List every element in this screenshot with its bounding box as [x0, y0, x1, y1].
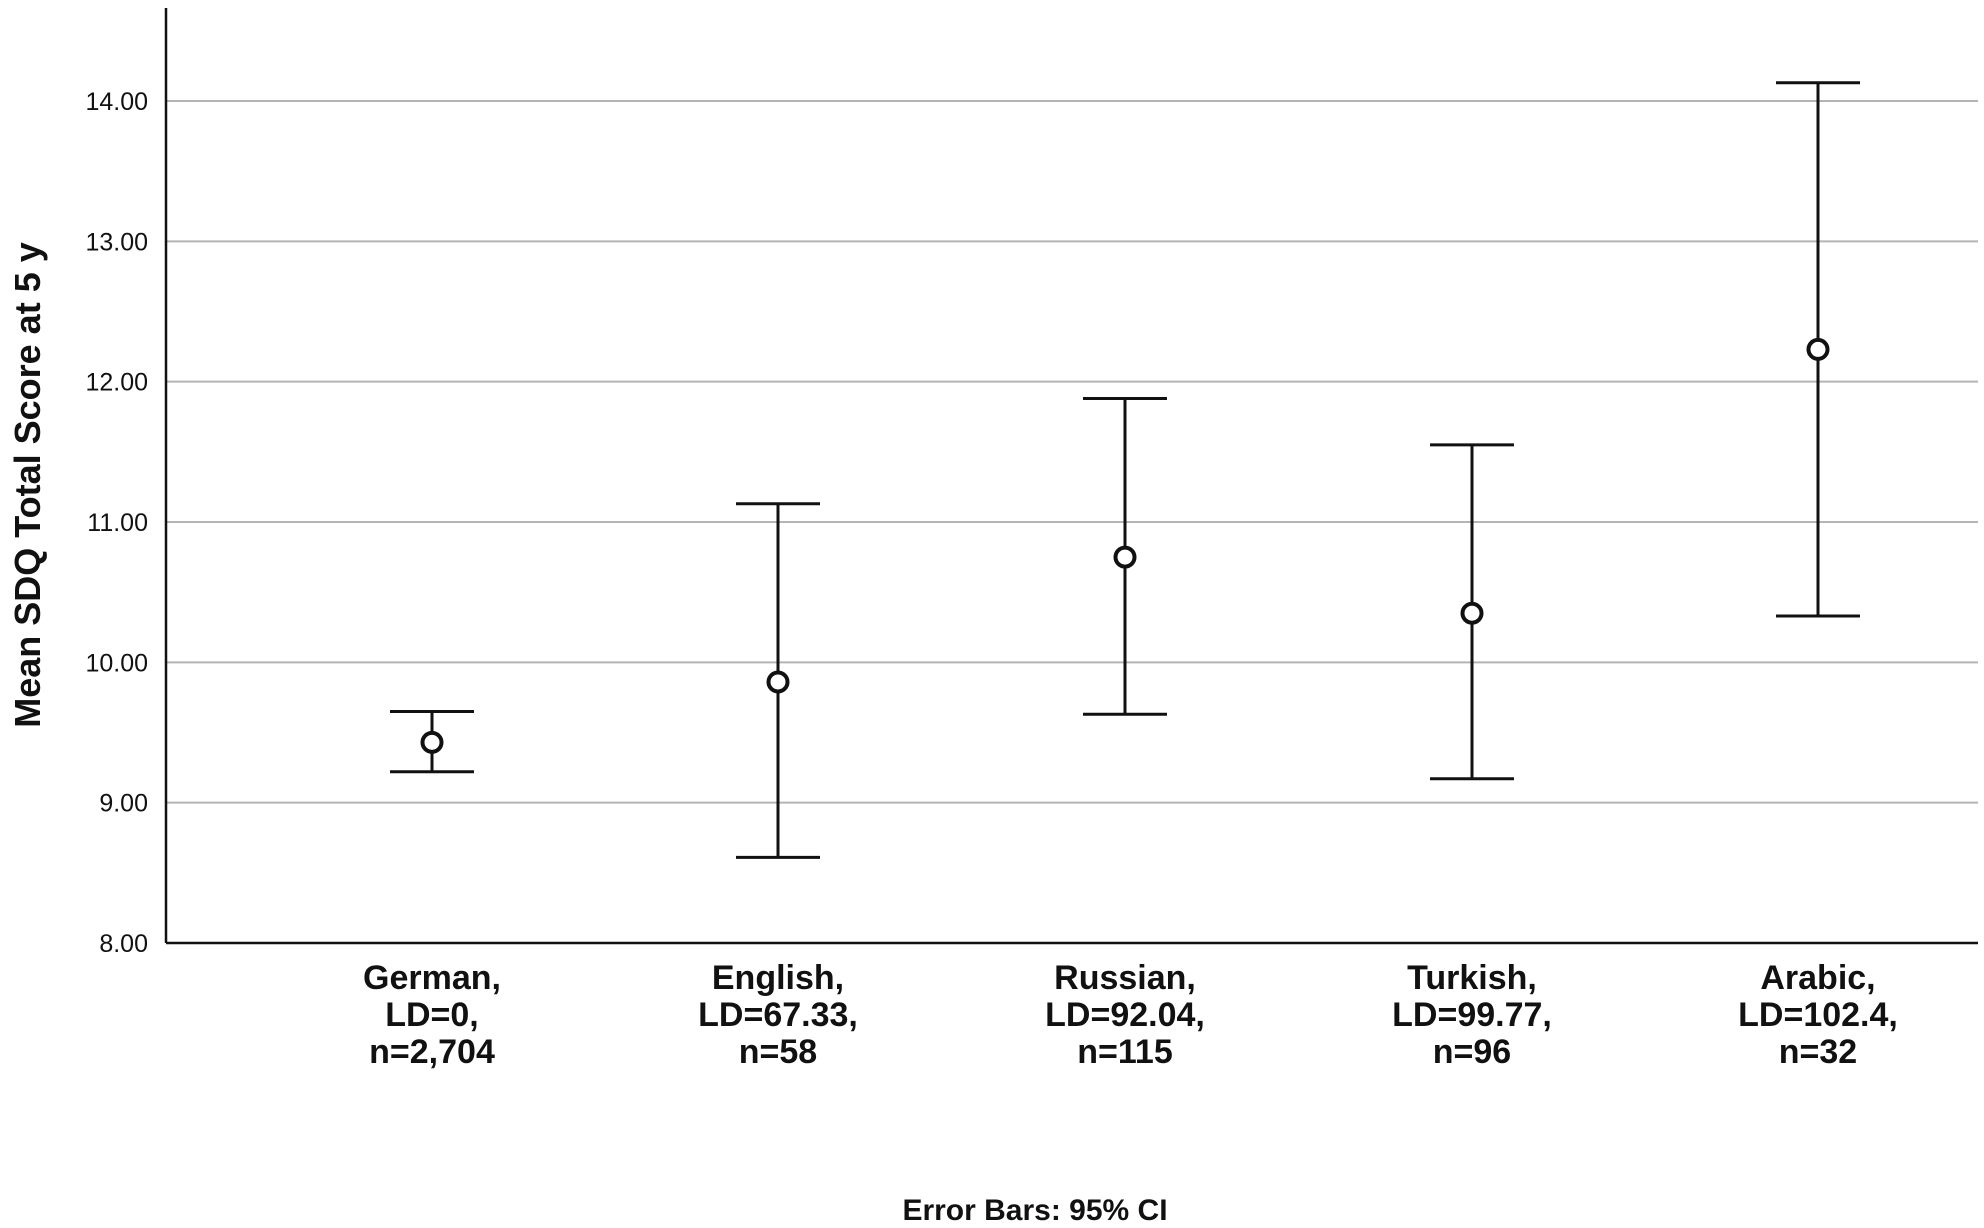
- x-category-label-line: LD=0,: [385, 996, 479, 1034]
- x-category-label-line: LD=102.4,: [1738, 996, 1898, 1034]
- x-category-label-line: German,: [363, 959, 501, 997]
- y-tick-label: 14.00: [85, 88, 148, 116]
- x-category-label-line: n=96: [1433, 1033, 1511, 1071]
- y-tick-label: 13.00: [85, 228, 148, 256]
- x-category-label-line: n=115: [1077, 1033, 1172, 1071]
- y-tick-label: 11.00: [87, 509, 148, 537]
- mean-marker: [1113, 545, 1137, 569]
- y-tick-label: 12.00: [85, 369, 148, 397]
- x-category-label-line: n=58: [739, 1033, 817, 1071]
- mean-marker: [420, 730, 444, 754]
- error-bar-group: [1430, 443, 1514, 781]
- x-category-label-line: Russian,: [1054, 959, 1196, 997]
- error-bar-group: [1083, 397, 1167, 716]
- x-category-label: German, LD=0, n=2,704: [363, 959, 501, 1071]
- x-category-label: Arabic, LD=102.4, n=32: [1738, 959, 1898, 1071]
- mean-marker: [1460, 601, 1484, 625]
- x-category-label-line: n=32: [1779, 1033, 1857, 1071]
- error-bar-group: [736, 502, 820, 859]
- x-category-label: Turkish, LD=99.77, n=96: [1392, 959, 1552, 1071]
- x-category-labels: German, LD=0, n=2,704 English, LD=67.33, n=58…: [363, 959, 1898, 1071]
- y-tick-labels: 8.00 9.00 10.00 11.00 12.00 13.00 14.00: [85, 88, 148, 958]
- error-bars-footnote: Error Bars: 95% CI: [902, 1194, 1167, 1227]
- grid-lines: [166, 100, 1978, 804]
- x-category-label-line: Turkish,: [1407, 959, 1537, 997]
- y-tick-label: 8.00: [99, 930, 148, 958]
- x-category-label-line: Arabic,: [1760, 959, 1875, 997]
- x-category-label-line: LD=92.04,: [1045, 996, 1205, 1034]
- x-category-label: English, LD=67.33, n=58: [698, 959, 858, 1071]
- error-bars: [390, 81, 1860, 859]
- y-tick-label: 10.00: [85, 649, 148, 677]
- axes: [164, 8, 1978, 945]
- x-category-label-line: LD=67.33,: [698, 996, 858, 1034]
- mean-marker: [766, 670, 790, 694]
- error-bar-group: [1776, 81, 1860, 618]
- x-category-label: Russian, LD=92.04, n=115: [1045, 959, 1205, 1071]
- error-bar-group: [390, 709, 474, 774]
- y-tick-label: 9.00: [99, 790, 148, 818]
- y-axis-title: Mean SDQ Total Score at 5 y: [7, 242, 48, 727]
- mean-marker: [1806, 337, 1830, 361]
- x-category-label-line: LD=99.77,: [1392, 996, 1552, 1034]
- x-category-label-line: English,: [712, 959, 844, 997]
- x-category-label-line: n=2,704: [369, 1033, 495, 1071]
